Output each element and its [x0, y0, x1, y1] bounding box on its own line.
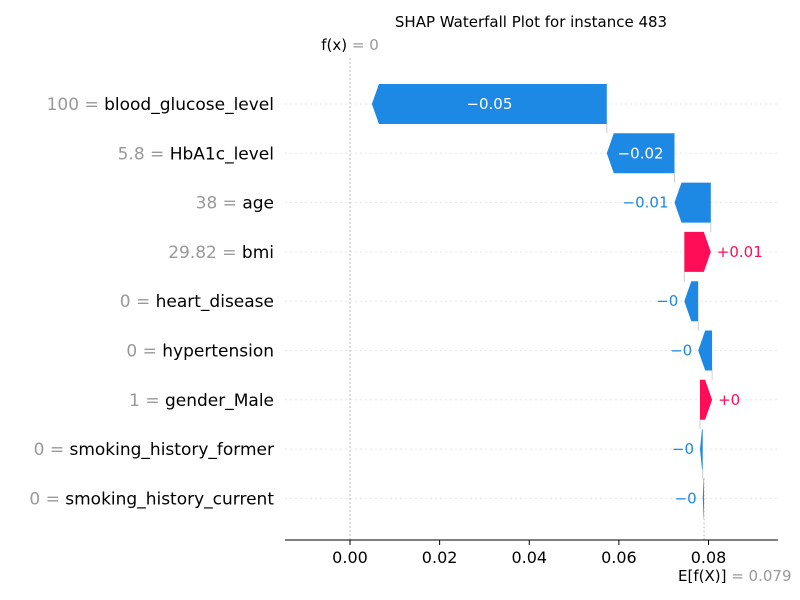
- fx-symbol: f(x): [321, 36, 352, 54]
- negative-bar: [674, 182, 711, 223]
- feature-labels: 100 = blood_glucose_level −0.05 5.8 = HbA1…: [29, 95, 762, 509]
- feature-label: 0 = heart_disease: [120, 292, 274, 312]
- x-axis: 0.00 0.02 0.04 0.06 0.08: [285, 539, 778, 567]
- feature-value: 0 =: [29, 489, 65, 509]
- positive-bar: [684, 231, 711, 272]
- feature-name: age: [242, 194, 274, 214]
- feature-name: blood_glucose_level: [104, 95, 274, 115]
- feature-name: hypertension: [162, 342, 274, 362]
- bar-value-label: +0: [718, 391, 740, 409]
- feature-value: 5.8 =: [118, 144, 170, 164]
- base-symbol: E[f(X)]: [678, 567, 731, 585]
- feature-label: 0 = smoking_history_current: [29, 489, 274, 509]
- fx-label: f(x) = 0: [321, 36, 379, 54]
- negative-bar: [702, 478, 704, 519]
- x-tick-label: 0.04: [511, 548, 547, 567]
- negative-bar: [371, 84, 607, 124]
- x-tick-label: 0.06: [601, 548, 637, 567]
- feature-label: 1 = gender_Male: [129, 391, 274, 411]
- feature-label: 0 = smoking_history_former: [34, 440, 274, 460]
- negative-bar: [606, 133, 675, 174]
- positive-bar: [700, 379, 713, 420]
- bar-value-label: −0: [670, 342, 692, 360]
- feature-name: smoking_history_former: [69, 440, 274, 460]
- feature-name: bmi: [242, 243, 274, 263]
- negative-bar: [698, 330, 713, 371]
- x-tick-label: 0.08: [691, 548, 727, 567]
- feature-label: 0 = hypertension: [126, 342, 274, 362]
- feature-label: 29.82 = bmi: [168, 243, 274, 263]
- feature-label: 38 = age: [196, 194, 274, 214]
- bar-value-label: −0: [675, 489, 697, 507]
- bar-value-label: −0.02: [618, 144, 664, 162]
- feature-name: HbA1c_level: [170, 144, 274, 164]
- contribution-bars: [371, 84, 713, 519]
- feature-value: 38 =: [196, 194, 243, 214]
- feature-value: 1 =: [129, 391, 165, 411]
- bar-value-label: −0: [672, 440, 694, 458]
- base-value-label: E[f(X)] = 0.079: [678, 567, 792, 585]
- bar-value-label: −0.01: [623, 194, 669, 212]
- feature-label: 5.8 = HbA1c_level: [118, 144, 274, 164]
- bar-value-label: +0.01: [717, 243, 763, 261]
- reference-lines: [349, 58, 713, 540]
- feature-value: 29.82 =: [168, 243, 242, 263]
- feature-value: 0 =: [120, 292, 156, 312]
- feature-value: 0 =: [126, 342, 162, 362]
- fx-value: = 0: [352, 36, 379, 54]
- feature-name: heart_disease: [156, 292, 274, 312]
- bar-value-label: −0.05: [466, 95, 512, 113]
- chart-title: SHAP Waterfall Plot for instance 483: [395, 13, 667, 31]
- feature-value: 0 =: [34, 440, 70, 460]
- feature-name: smoking_history_current: [65, 489, 274, 509]
- feature-value: 100 =: [47, 95, 105, 115]
- negative-bar: [684, 281, 699, 322]
- feature-name: gender_Male: [165, 391, 274, 411]
- gridlines: [285, 103, 778, 499]
- base-value: = 0.079: [731, 567, 791, 585]
- x-tick-label: 0.00: [332, 548, 368, 567]
- bar-value-label: −0: [656, 292, 678, 310]
- x-tick-label: 0.02: [422, 548, 458, 567]
- feature-label: 100 = blood_glucose_level: [47, 95, 274, 115]
- negative-bar: [700, 429, 703, 470]
